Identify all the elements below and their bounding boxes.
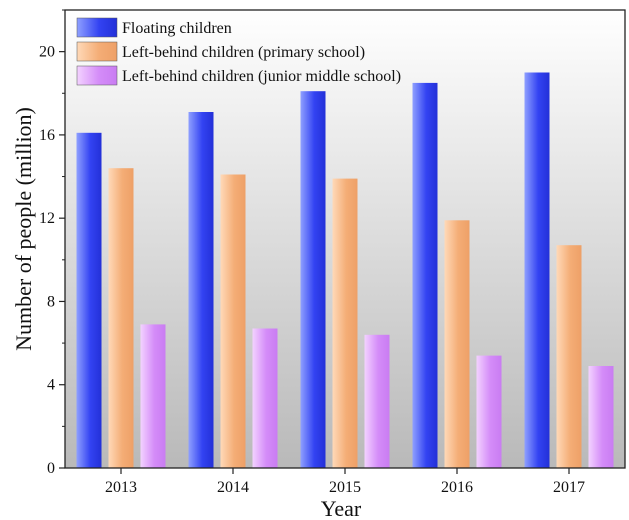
x-tick-label: 2016 [441,479,473,496]
legend-label-1: Floating children [122,20,232,37]
bar-2015-series-2 [332,178,358,468]
x-axis: 2013 2014 2015 2016 2017 [105,468,585,496]
legend-swatch-1 [76,17,118,38]
y-tick-label: 16 [39,127,55,144]
y-tick-label: 12 [39,210,55,227]
y-tick-label: 0 [47,460,55,477]
bar-2015-series-3 [364,334,390,468]
bar-2016-series-3 [476,355,502,468]
bar-2017-series-3 [588,366,614,468]
bar-2015-series-1 [300,91,326,468]
bar-2016-series-1 [412,82,438,469]
y-axis-label: Number of people (million) [11,107,36,351]
bar-2016-series-2 [444,220,470,468]
bar-2014-series-3 [252,328,278,468]
legend-label-3: Left-behind children (junior middle scho… [122,68,401,85]
y-tick-label: 8 [47,293,55,310]
bar-2013-series-3 [140,324,166,468]
legend-label-2: Left-behind children (primary school) [122,44,365,61]
y-tick-label: 20 [39,44,55,61]
bar-2014-series-1 [188,112,214,468]
bar-2013-series-1 [76,132,102,469]
y-axis: 0 4 8 12 16 20 [39,9,65,477]
legend-swatch-3 [76,65,118,86]
x-tick-label: 2014 [217,479,249,496]
bar-2013-series-2 [108,168,134,468]
x-axis-label: Year [321,496,362,520]
x-tick-label: 2013 [105,479,137,496]
x-tick-label: 2017 [553,479,585,496]
bar-2014-series-2 [220,174,246,468]
y-tick-label: 4 [47,377,55,394]
legend-swatch-2 [76,41,118,62]
bars-group [76,72,614,469]
legend: Floating children Left-behind children (p… [76,17,401,86]
bar-2017-series-1 [524,72,550,468]
x-tick-label: 2015 [329,479,361,496]
bar-2017-series-2 [556,245,582,468]
